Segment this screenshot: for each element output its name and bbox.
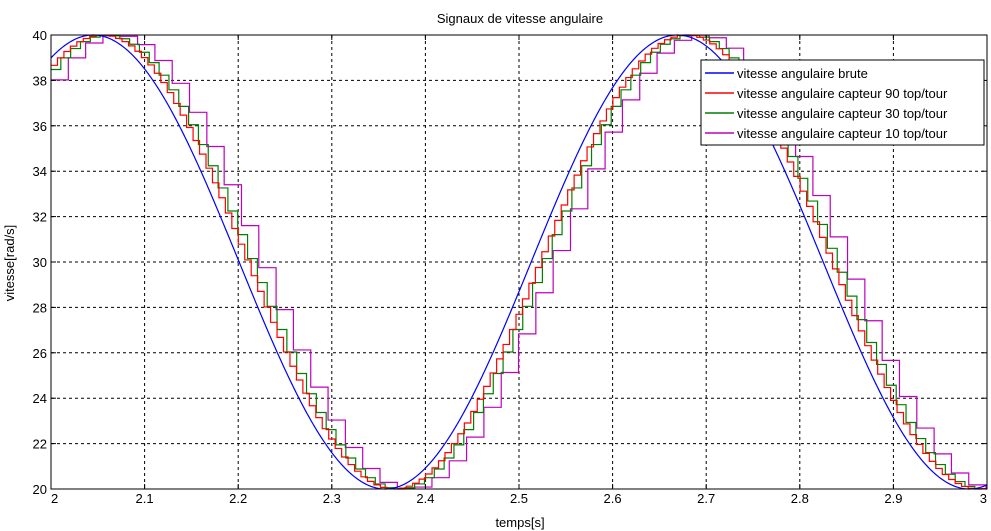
y-tick-label: 26: [33, 346, 47, 361]
y-tick-label: 34: [33, 164, 47, 179]
y-tick-label: 22: [33, 437, 47, 452]
y-tick-label: 30: [33, 255, 47, 270]
legend-label: vitesse angulaire capteur 90 top/tour: [737, 86, 948, 101]
series-line-4: [51, 34, 987, 490]
y-tick-label: 28: [33, 300, 47, 315]
x-axis-label: temps[s]: [495, 515, 544, 530]
x-tick-label: 2.4: [416, 491, 434, 506]
legend: vitesse angulaire brute vitesse angulaire…: [700, 59, 985, 146]
x-tick-label: 2: [51, 491, 58, 506]
series-lines: [50, 34, 988, 490]
x-tick-label: 2.8: [791, 491, 809, 506]
legend-label: vitesse angulaire brute: [737, 66, 868, 81]
x-tick-label: 2.6: [604, 491, 622, 506]
x-tick-label: 3: [980, 491, 987, 506]
y-tick-label: 32: [33, 210, 47, 225]
legend-box: [700, 59, 985, 146]
y-tick-label: 38: [33, 73, 47, 88]
x-tick-label: 2.5: [510, 491, 528, 506]
legend-label: vitesse angulaire capteur 30 top/tour: [737, 106, 948, 121]
legend-label: vitesse angulaire capteur 10 top/tour: [737, 126, 948, 141]
y-tick-label: 40: [33, 28, 47, 43]
chart-title: Signaux de vitesse angulaire: [437, 11, 603, 26]
x-tick-label: 2.7: [697, 491, 715, 506]
y-tick-label: 24: [33, 391, 47, 406]
series-line-3: [51, 34, 987, 490]
series-line-1: [50, 34, 988, 490]
axis-ticks: 2 2.1 2.2 2.3 2.4 2.5 2.6 2.7 2.8 2.9 3 20 22 24 26 28 3…: [33, 28, 988, 506]
x-tick-label: 2.1: [136, 491, 154, 506]
x-tick-label: 2.9: [884, 491, 902, 506]
y-axis-label: vitesse[rad/s]: [2, 225, 17, 302]
y-tick-label: 20: [33, 482, 47, 497]
x-tick-label: 2.3: [323, 491, 341, 506]
y-tick-label: 36: [33, 119, 47, 134]
series-line-2: [51, 34, 987, 490]
x-tick-label: 2.2: [229, 491, 247, 506]
